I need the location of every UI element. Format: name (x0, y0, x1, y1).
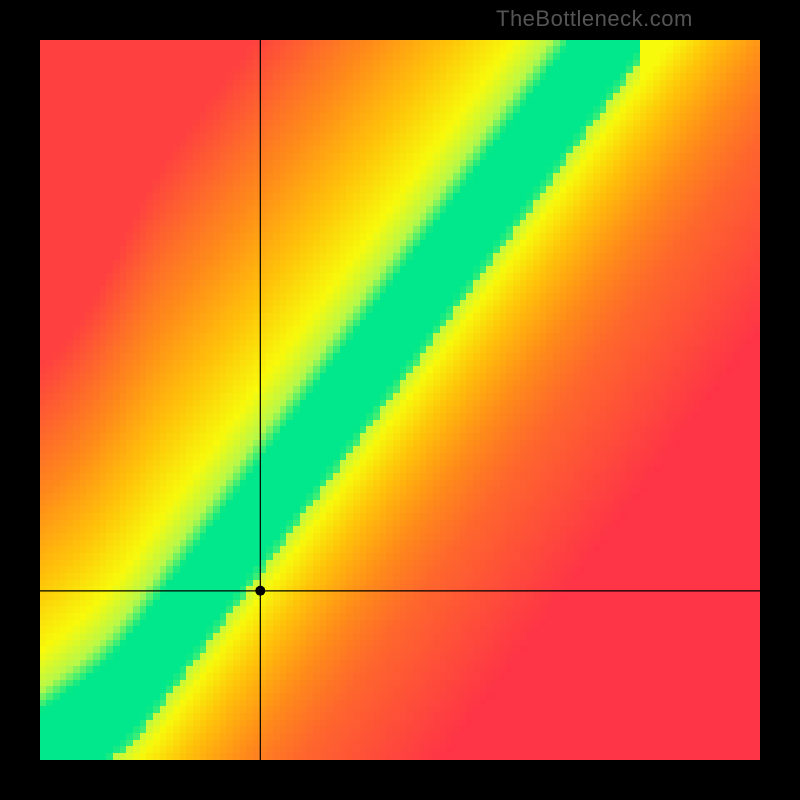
bottleneck-heatmap-canvas (0, 0, 800, 800)
watermark-text: TheBottleneck.com (496, 6, 693, 32)
bottleneck-heatmap: { "watermark": { "text": "TheBottleneck.… (0, 0, 800, 800)
